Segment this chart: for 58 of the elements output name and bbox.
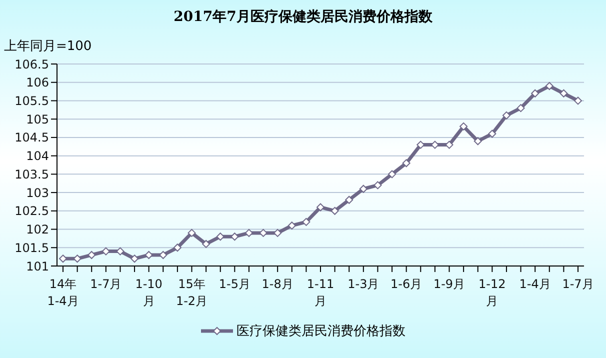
legend-label: 医疗保健类居民消费价格指数 <box>236 323 406 340</box>
x-tick-label: 1-11 月 <box>306 277 334 308</box>
point <box>560 89 568 98</box>
x-tick-label: 1-6月 <box>390 277 422 291</box>
point <box>516 104 525 112</box>
y-axis-title: 上年同月=100 <box>4 38 92 55</box>
point <box>173 244 182 252</box>
x-tick-label: 14年 1-4月 <box>47 277 79 308</box>
point <box>545 82 554 90</box>
point <box>488 130 496 138</box>
point <box>330 206 339 215</box>
x-tick-label: 1-3月 <box>348 277 380 291</box>
point <box>302 218 310 226</box>
point <box>359 184 368 193</box>
point <box>216 232 224 241</box>
point <box>202 240 210 248</box>
y-tick-label: 106.5 <box>14 57 49 72</box>
y-tick-label: 104 <box>26 149 49 164</box>
y-tick-label: 103.5 <box>14 167 49 182</box>
x-tick-label: 1-8月 <box>262 277 294 291</box>
point <box>116 247 124 256</box>
x-tick-label: 1-10 月 <box>135 277 162 308</box>
x-tick-label: 1-9月 <box>433 277 466 291</box>
y-tick-label: 105.5 <box>14 94 49 108</box>
y-tick-label: 106 <box>26 76 49 90</box>
point <box>244 228 253 237</box>
y-tick-label: 101.5 <box>14 240 49 255</box>
point <box>230 232 239 241</box>
y-tick-label: 101 <box>26 259 49 274</box>
point <box>88 250 96 259</box>
point <box>274 228 282 237</box>
x-tick-label: 1-7月 <box>90 277 122 291</box>
point <box>531 89 540 98</box>
y-tick-label: 102.5 <box>14 204 49 218</box>
chart-title: 2017年7月医疗保健类居民消费价格指数 <box>172 8 434 26</box>
x-tick-label: 1-12 月 <box>478 277 506 308</box>
point <box>502 111 510 120</box>
y-tick-label: 105 <box>26 112 49 126</box>
point <box>130 254 139 263</box>
y-tick-label: 104.5 <box>14 130 49 145</box>
x-tick-label: 1-7月 <box>562 277 594 291</box>
point <box>374 181 382 190</box>
point <box>102 247 110 256</box>
point <box>460 122 468 130</box>
x-tick-label: 15年 1-2月 <box>176 277 208 308</box>
point <box>574 96 582 105</box>
y-tick-label: 102 <box>26 222 49 237</box>
point <box>345 196 354 204</box>
x-tick-label: 1-4月 <box>519 277 551 291</box>
point <box>474 137 482 146</box>
point <box>388 170 396 178</box>
point <box>402 159 410 168</box>
point <box>188 228 196 237</box>
x-tick-label: 1-5月 <box>218 277 250 291</box>
point <box>316 203 324 212</box>
point <box>59 254 67 263</box>
point <box>288 222 296 230</box>
y-tick-label: 103 <box>26 186 49 200</box>
